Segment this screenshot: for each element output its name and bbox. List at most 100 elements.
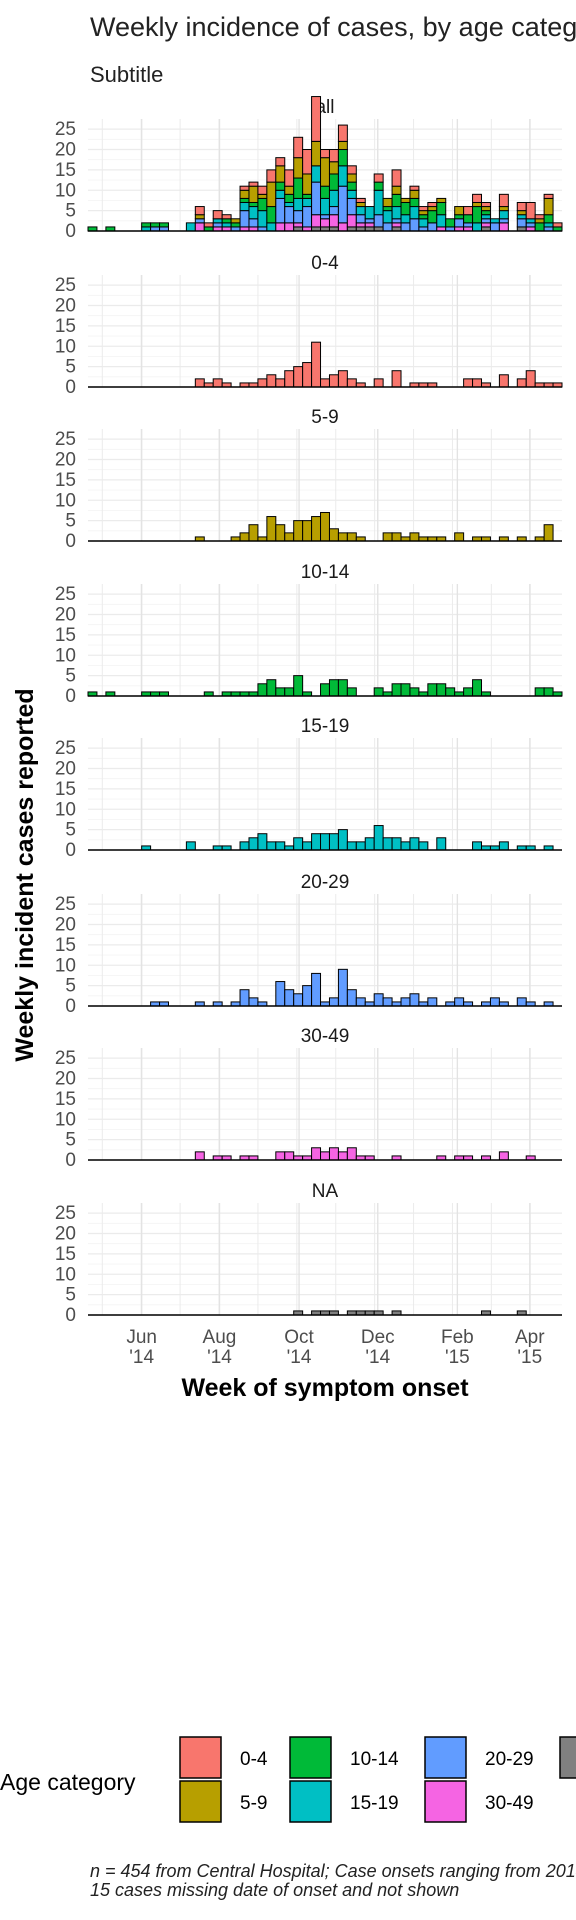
bar-20-29-w31 — [364, 218, 375, 224]
bar-20-29-w36 — [409, 218, 420, 232]
bar-5-9-w44 — [481, 206, 491, 212]
bar-5-9-w37 — [418, 210, 429, 216]
bar-10-14-w35 — [400, 201, 411, 216]
bar-15-19-w28 — [337, 829, 348, 851]
y-tick-label: 5 — [65, 820, 76, 841]
bar-10-14-w7 — [150, 222, 161, 228]
y-tick-label: 5 — [65, 1130, 76, 1151]
bar-20-29-w28 — [337, 185, 348, 224]
bar-30-49-w21 — [275, 1151, 286, 1161]
bar-10-14-w51 — [543, 687, 554, 697]
bar-5-9-w27 — [328, 528, 339, 542]
legend-swatch-15-19 — [289, 1780, 332, 1823]
bar-20-29-w27 — [328, 206, 339, 216]
chart-caption: n = 454 from Central Hospital; Case onse… — [90, 1862, 576, 1900]
facet-label-5-9: 5-9 — [311, 407, 338, 428]
bar-5-9-w35 — [400, 197, 411, 203]
bar-0-4-w28 — [337, 124, 348, 142]
bar-5-9-w51 — [543, 524, 554, 542]
bar-20-29-w49 — [525, 222, 536, 228]
bar-20-29-w35 — [400, 997, 411, 1007]
bar-15-19-w24 — [302, 197, 313, 208]
bar-0-4-w32 — [373, 378, 384, 388]
bar-0-4-w12 — [194, 206, 205, 216]
bar-5-9-w41 — [454, 206, 465, 216]
bar-15-19-w30 — [355, 841, 366, 851]
bar-30-49-w21 — [275, 222, 286, 232]
bar-0-4-w36 — [409, 185, 420, 191]
bar-20-29-w21 — [275, 197, 286, 224]
bar-5-9-w38 — [427, 206, 438, 212]
bar-5-9-w34 — [391, 532, 402, 542]
x-tick-label: Feb — [441, 1327, 474, 1348]
bar-5-9-w36 — [409, 189, 420, 199]
bar-15-19-w32 — [373, 825, 384, 851]
chart-title: Weekly incidence of cases, by age catego… — [90, 12, 576, 42]
y-tick-label: 5 — [65, 511, 76, 532]
bar-0-4-w32 — [373, 173, 384, 183]
x-tick-label: '14 — [365, 1347, 390, 1368]
bar-5-9-w18 — [248, 185, 259, 203]
bar-15-19-w34 — [391, 837, 402, 851]
y-axis-title: Weekly incident cases reported — [11, 688, 39, 1061]
bar-30-49-w46 — [498, 1151, 509, 1161]
y-tick-label: 25 — [55, 1203, 76, 1224]
y-tick-label: 20 — [55, 1069, 76, 1090]
bar-20-29-w22 — [284, 989, 295, 1007]
y-tick-label: 20 — [55, 915, 76, 936]
bar-5-9-w36 — [409, 532, 420, 542]
bar-10-14-w19 — [257, 197, 268, 212]
bar-15-19-w29 — [346, 189, 357, 199]
y-tick-label: 5 — [65, 357, 76, 378]
bar-10-14-w36 — [409, 687, 420, 697]
bar-5-9-w21 — [275, 165, 286, 183]
bar-5-9-w24 — [302, 173, 313, 195]
bar-0-4-w23 — [293, 136, 304, 159]
y-tick-label: 20 — [55, 759, 76, 780]
y-tick-label: 10 — [55, 645, 76, 666]
bar-10-14-w22 — [284, 193, 295, 203]
bar-0-4-w22 — [284, 370, 295, 388]
bar-10-14-w44 — [481, 210, 491, 216]
bar-15-19-w37 — [418, 218, 429, 228]
bar-10-14-w37 — [418, 214, 429, 220]
bar-10-14-w41 — [454, 214, 465, 220]
bar-10-14-w42 — [463, 687, 474, 697]
bar-15-19-w26 — [320, 833, 330, 851]
y-tick-label: 15 — [55, 935, 76, 956]
bar-15-19-w49 — [525, 218, 536, 224]
bar-0-4-w26 — [320, 378, 330, 388]
y-tick-label: 0 — [65, 686, 76, 707]
bar-20-29-w14 — [212, 222, 223, 228]
bar-5-9-w25 — [311, 516, 322, 542]
bar-20-29-w46 — [498, 218, 509, 224]
bar-20-29-w27 — [328, 997, 339, 1007]
bar-0-4-w14 — [212, 210, 223, 220]
bar-20-29-w30 — [355, 214, 366, 224]
y-tick-label: 15 — [55, 625, 76, 646]
bar-20-29-w41 — [454, 997, 465, 1007]
bar-20-29-w45 — [489, 222, 500, 232]
bar-20-29-w34 — [391, 218, 402, 224]
bar-0-4-w51 — [543, 193, 554, 199]
bar-10-14-w50 — [534, 687, 545, 697]
bar-5-9-w29 — [346, 532, 357, 542]
bar-20-29-w48 — [516, 218, 527, 228]
bar-10-14-w17 — [239, 197, 250, 203]
bar-5-9-w27 — [328, 161, 339, 175]
bar-0-4-w43 — [472, 378, 483, 388]
bar-20-29-w48 — [516, 997, 527, 1007]
bar-20-29-w21 — [275, 981, 286, 1007]
bar-0-4-w37 — [418, 206, 429, 212]
bar-20-29-w30 — [355, 997, 366, 1007]
legend-swatch-30-49 — [424, 1780, 467, 1823]
bar-20-29-w18 — [248, 997, 259, 1007]
bar-30-49-w27 — [328, 214, 339, 228]
bar-15-19-w33 — [382, 837, 393, 851]
bar-10-14-w50 — [534, 222, 545, 232]
bar-20-29-w28 — [337, 968, 348, 1007]
bar-5-9-w17 — [239, 532, 250, 542]
bar-5-9-w21 — [275, 524, 286, 542]
bar-20-29-w22 — [284, 206, 295, 224]
